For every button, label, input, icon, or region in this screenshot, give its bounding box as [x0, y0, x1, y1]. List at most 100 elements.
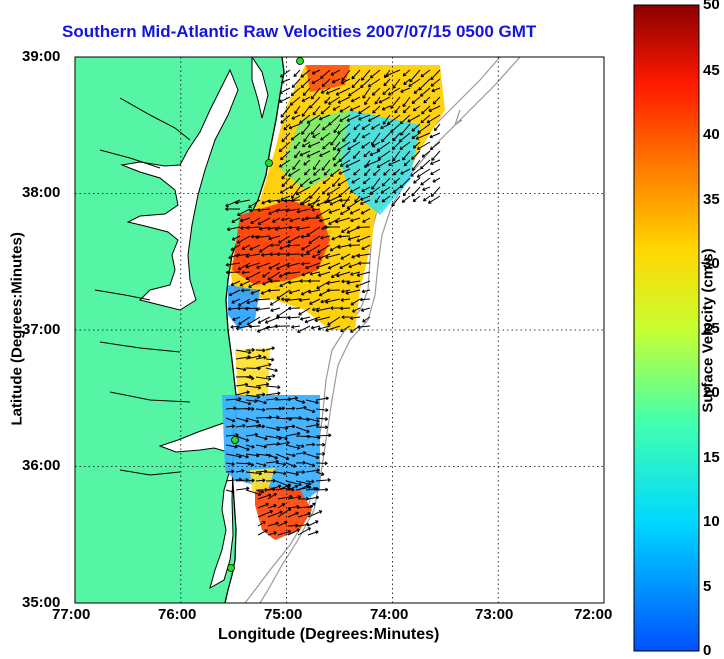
- velocity-arrow: [430, 159, 441, 166]
- velocity-arrow: [235, 486, 250, 491]
- velocity-arrow: [410, 168, 421, 177]
- velocity-arrow: [255, 435, 268, 441]
- velocity-arrow: [290, 132, 301, 141]
- velocity-arrow: [340, 297, 351, 302]
- velocity-arrow: [387, 87, 401, 96]
- velocity-arrow: [289, 96, 301, 106]
- velocity-arrow: [285, 396, 298, 401]
- coastline: [224, 57, 285, 603]
- velocity-arrow: [268, 208, 281, 215]
- velocity-arrow: [327, 262, 341, 270]
- velocity-arrow: [331, 177, 341, 187]
- velocity-arrow: [267, 199, 281, 204]
- velocity-arrow: [257, 529, 268, 536]
- velocity-arrow: [257, 520, 266, 527]
- velocity-arrow: [287, 528, 301, 536]
- velocity-arrow: [297, 484, 310, 491]
- velocity-arrow: [265, 470, 277, 475]
- velocity-arrow: [225, 424, 235, 429]
- velocity-arrow: [342, 132, 351, 142]
- velocity-arrow: [306, 244, 321, 254]
- velocity-arrow: [432, 177, 441, 183]
- x-tick-label: 74:00: [370, 606, 409, 623]
- velocity-arrow: [429, 141, 441, 150]
- radar-station: [231, 436, 239, 444]
- velocity-arrow: [351, 177, 361, 184]
- velocity-arrow: [240, 288, 251, 293]
- velocity-arrow: [323, 225, 341, 229]
- velocity-patch-mid-yellow: [235, 348, 270, 395]
- velocity-arrow: [255, 355, 267, 360]
- velocity-arrow: [320, 87, 331, 94]
- velocity-arrow: [339, 262, 351, 270]
- velocity-arrow: [307, 141, 321, 148]
- velocity-arrow: [303, 159, 311, 166]
- velocity-arrow: [423, 96, 431, 104]
- velocity-arrow: [281, 132, 291, 143]
- velocity-arrow: [433, 123, 441, 132]
- velocity-arrow: [382, 87, 391, 96]
- velocity-arrow: [275, 462, 287, 467]
- chesapeake-bay: [120, 68, 239, 311]
- velocity-arrow: [317, 325, 331, 331]
- velocity-arrow: [328, 217, 341, 225]
- velocity-arrow: [268, 235, 281, 241]
- velocity-arrow: [430, 186, 441, 198]
- velocity-arrow: [321, 78, 331, 87]
- velocity-arrow: [357, 325, 371, 330]
- velocity-arrow: [288, 168, 301, 177]
- velocity-arrow: [267, 492, 277, 500]
- velocity-arrow: [359, 195, 371, 201]
- velocity-arrow: [255, 469, 268, 474]
- velocity-arrow: [381, 132, 391, 143]
- velocity-arrow: [275, 471, 287, 476]
- velocity-arrow: [304, 168, 311, 176]
- velocity-arrow: [411, 96, 421, 104]
- velocity-arrow: [416, 168, 431, 178]
- velocity-arrow: [237, 306, 251, 311]
- velocity-arrow: [245, 471, 263, 476]
- velocity-arrow: [277, 529, 292, 536]
- velocity-arrow: [351, 78, 361, 89]
- velocity-arrow: [280, 105, 291, 118]
- radar-stations: [227, 57, 304, 572]
- x-axis-label: Longitude (Degrees:Minutes): [218, 626, 440, 643]
- velocity-arrow: [225, 396, 242, 401]
- velocity-arrow: [307, 530, 319, 536]
- velocity-arrow: [280, 78, 291, 84]
- velocity-arrow: [312, 253, 321, 259]
- velocity-arrow: [305, 453, 320, 460]
- velocity-arrow: [250, 289, 261, 295]
- velocity-arrow: [305, 408, 316, 414]
- velocity-arrow: [294, 105, 301, 115]
- velocity-arrow: [419, 159, 431, 170]
- velocity-arrow: [291, 114, 301, 120]
- velocity-arrow: [358, 105, 371, 115]
- velocity-arrow: [235, 325, 251, 330]
- velocity-arrow: [335, 87, 351, 96]
- velocity-arrow: [315, 396, 329, 401]
- velocity-arrow: [305, 417, 320, 423]
- velocity-arrow: [420, 69, 431, 78]
- velocity-arrow: [289, 177, 301, 189]
- velocity-arrow: [332, 141, 341, 151]
- velocity-arrow: [269, 298, 281, 306]
- velocity-arrow: [315, 208, 331, 218]
- y-axis-label: Latitude (Degrees:Minutes): [8, 232, 26, 426]
- velocity-arrow: [311, 307, 321, 312]
- velocity-arrow: [412, 195, 421, 202]
- velocity-arrow: [360, 208, 371, 215]
- velocity-arrow: [400, 87, 411, 93]
- velocity-arrow: [307, 520, 319, 527]
- velocity-arrow: [275, 406, 286, 411]
- velocity-arrow: [255, 489, 265, 494]
- velocity-arrow: [300, 253, 311, 257]
- velocity-arrow: [317, 244, 331, 254]
- velocity-arrow: [303, 132, 311, 143]
- velocity-arrow: [369, 186, 381, 195]
- velocity-arrow: [235, 435, 250, 442]
- velocity-arrow: [248, 324, 261, 329]
- velocity-arrow: [262, 280, 271, 286]
- velocity-arrow: [255, 376, 272, 381]
- y-tick-label: 38:00: [22, 184, 61, 201]
